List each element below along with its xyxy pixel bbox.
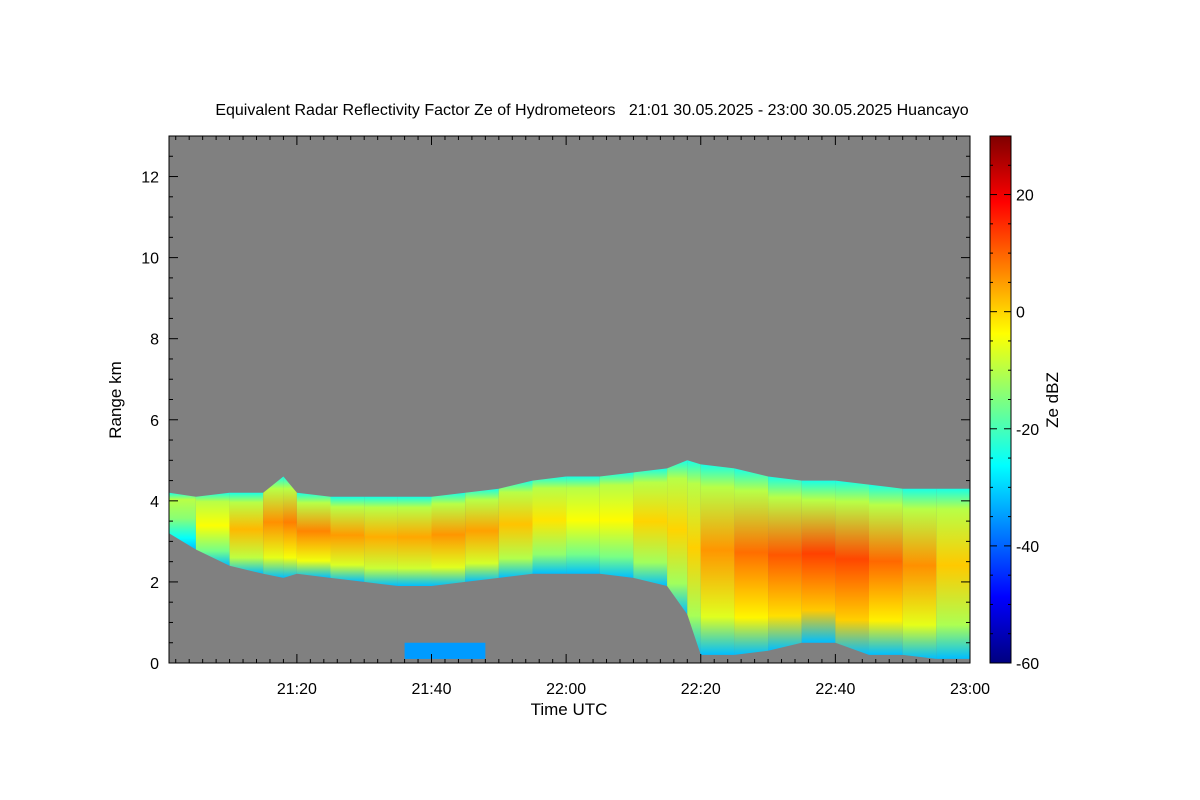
cloud-band <box>532 476 567 574</box>
cloud-band <box>734 468 769 655</box>
colorbar-tick-label: 0 <box>1016 305 1025 322</box>
y-tick-label: 2 <box>150 575 159 592</box>
x-axis-label: Time UTC <box>531 700 608 719</box>
cloud-band <box>364 496 398 586</box>
x-tick-label: 22:00 <box>546 681 586 698</box>
colorbar-gradient <box>989 135 1012 664</box>
cloud-band <box>869 484 903 655</box>
y-tick-label: 6 <box>150 413 159 430</box>
cloud-band <box>566 476 600 574</box>
cloud-band <box>902 488 937 659</box>
colorbar-tick-label: -60 <box>1016 656 1039 673</box>
colorbar-tick-label: -20 <box>1016 422 1039 439</box>
y-axis-label: Range km <box>106 361 125 438</box>
cloud-band <box>263 476 284 578</box>
cloud-band <box>296 492 331 578</box>
x-tick-label: 22:20 <box>681 681 721 698</box>
colorbar-label: Ze dBZ <box>1043 372 1062 428</box>
cloud-band <box>599 472 634 578</box>
cloud-band <box>667 460 688 615</box>
colorbar: -60 -40 -20 0 20 Ze dBZ <box>989 135 1062 673</box>
y-tick-label: 0 <box>150 656 159 673</box>
low-echo <box>404 642 486 659</box>
cloud-band <box>633 468 668 586</box>
y-tick-label: 12 <box>141 170 159 187</box>
cloud-band <box>700 464 735 655</box>
cloud-layer <box>169 460 970 659</box>
cloud-band <box>431 492 466 586</box>
x-axis: 21:20 21:40 22:00 22:20 22:40 23:00 <box>175 136 990 698</box>
cloud-band <box>936 488 970 659</box>
cloud-band <box>801 480 836 643</box>
chart-title: Equivalent Radar Reflectivity Factor Ze … <box>215 102 968 119</box>
x-tick-label: 22:40 <box>815 681 855 698</box>
x-tick-label: 23:00 <box>950 681 990 698</box>
plot-area: 21:20 21:40 22:00 22:20 22:40 23:00 0 2 4 6 8 10 12 <box>141 135 990 698</box>
x-tick-label: 21:20 <box>277 681 317 698</box>
cloud-band <box>330 496 365 582</box>
cloud-band <box>229 492 264 574</box>
colorbar-tick-label: -40 <box>1016 539 1039 556</box>
cloud-band <box>283 476 297 578</box>
y-tick-label: 4 <box>150 494 159 511</box>
cloud-band <box>687 460 701 655</box>
x-tick-label: 21:40 <box>411 681 451 698</box>
y-tick-label: 10 <box>141 251 159 268</box>
cloud-band <box>498 480 533 578</box>
cloud-band <box>397 496 432 586</box>
cloud-band <box>768 476 802 651</box>
y-tick-label: 8 <box>150 332 159 349</box>
colorbar-tick-label: 20 <box>1016 188 1034 205</box>
cloud-band <box>465 488 499 582</box>
cloud-band <box>195 492 230 566</box>
y-axis: 0 2 4 6 8 10 12 <box>141 135 970 673</box>
cloud-band <box>169 492 196 550</box>
colorbar-ticks: -60 -40 -20 0 20 <box>990 135 1039 673</box>
cloud-band <box>835 480 869 655</box>
